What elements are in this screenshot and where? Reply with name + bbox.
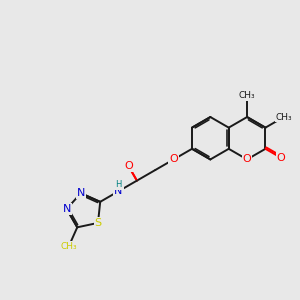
Text: CH₃: CH₃ <box>239 91 255 100</box>
Text: H: H <box>116 180 122 189</box>
Text: N: N <box>114 186 123 196</box>
Text: O: O <box>169 154 178 164</box>
Text: O: O <box>124 161 133 171</box>
Text: S: S <box>94 218 101 228</box>
Text: O: O <box>277 153 285 163</box>
Text: O: O <box>243 154 251 164</box>
Text: N: N <box>62 204 71 214</box>
Text: N: N <box>76 188 85 198</box>
Text: CH₃: CH₃ <box>275 112 292 122</box>
Text: CH₃: CH₃ <box>60 242 77 251</box>
